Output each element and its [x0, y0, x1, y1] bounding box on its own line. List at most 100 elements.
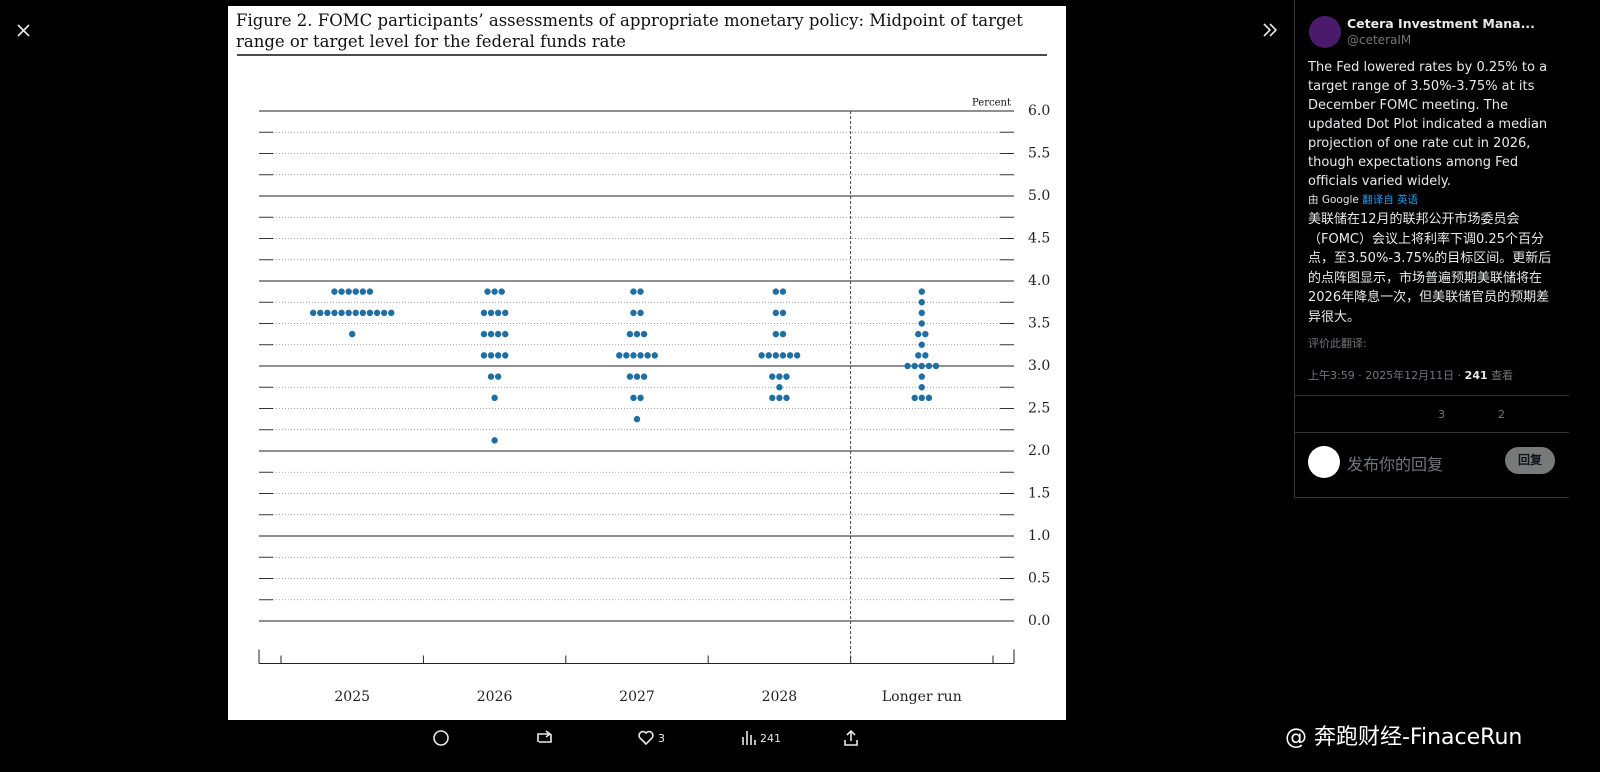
dot [779, 330, 787, 338]
dot [769, 373, 776, 380]
dot [359, 288, 367, 295]
dot [793, 352, 801, 359]
tweet-time: 上午3:59 · 2025年12月11日 · [1308, 369, 1465, 382]
reply-avatar [1308, 446, 1340, 478]
dot [779, 352, 787, 359]
dot [915, 330, 922, 338]
y-tick-label: 0.0 [1028, 613, 1050, 629]
dot [487, 330, 495, 338]
dot [922, 352, 929, 359]
author-name[interactable]: Cetera Investment Mana... [1347, 16, 1535, 31]
dot [338, 309, 345, 317]
x-tick-label: Longer run [882, 689, 962, 705]
translation-text: 美联储在12月的联邦公开市场委员会（FOMC）会议上将利率下调0.25个百分点，… [1308, 212, 1552, 325]
share-icon[interactable] [844, 729, 858, 746]
dot [309, 309, 317, 317]
x-tick-label: 2025 [334, 689, 370, 705]
x-tick-label: 2026 [477, 689, 513, 705]
dot [630, 394, 637, 402]
dot [918, 288, 925, 295]
dot [352, 309, 359, 317]
chart-title: Figure 2. FOMC participants’ assessments… [236, 11, 1023, 51]
tweet-views: 241 [1464, 369, 1488, 382]
dot [640, 330, 648, 338]
dot [779, 309, 787, 317]
reply-button[interactable]: 回复 [1505, 447, 1555, 474]
dot [366, 288, 374, 295]
viewer-controls: 3 241 [17, 23, 1278, 746]
dot [918, 373, 925, 380]
dot [491, 288, 498, 295]
dot [783, 394, 790, 402]
reply-input[interactable]: 发布你的回复 [1347, 455, 1444, 474]
dot [502, 330, 509, 338]
y-tick-label: 6.0 [1028, 103, 1050, 119]
like-count[interactable]: 3 [1438, 408, 1445, 421]
y-tick-label: 5.0 [1028, 188, 1050, 204]
y-tick-label: 0.5 [1028, 571, 1050, 587]
author-handle[interactable]: @ceteraIM [1347, 33, 1412, 47]
dot [338, 288, 345, 295]
y-tick-label: 3.5 [1028, 316, 1050, 332]
dot [637, 352, 644, 359]
action-bar: 3 2 [1295, 395, 1569, 433]
retweet-icon[interactable] [537, 730, 552, 743]
view-count: 241 [760, 732, 781, 745]
dot [765, 352, 772, 359]
dot [633, 330, 641, 338]
dot [388, 309, 395, 317]
dot [779, 288, 787, 295]
dot [345, 309, 352, 317]
dot [918, 384, 925, 391]
dot [480, 352, 488, 359]
dot [925, 394, 933, 402]
y-tick-label: 1.5 [1028, 486, 1050, 502]
dot [651, 352, 658, 359]
google-label: 由 Google [1308, 194, 1359, 206]
dot [918, 320, 925, 327]
views-label: 查看 [1491, 369, 1514, 382]
dot [932, 362, 940, 370]
dot [772, 330, 780, 338]
y-tick-label: 1.0 [1028, 528, 1050, 544]
dot [616, 352, 623, 359]
tweet-meta: 上午3:59 · 2025年12月11日 · 241 查看 [1308, 367, 1513, 383]
dot [776, 394, 783, 402]
dot [352, 288, 359, 295]
x-tick-label: 2027 [619, 689, 655, 705]
like-icon[interactable] [638, 730, 654, 746]
dot [637, 288, 644, 295]
translate-link[interactable]: 翻译自 英语 [1362, 194, 1419, 206]
dot [640, 373, 648, 380]
tweet-panel: Cetera Investment Mana... @ceteraIM The … [1294, 0, 1569, 498]
dot [317, 309, 324, 317]
expand-button[interactable] [1263, 23, 1278, 37]
close-button[interactable] [17, 24, 30, 37]
avatar[interactable] [1309, 16, 1341, 48]
dot [494, 309, 502, 317]
dot [491, 437, 498, 444]
dot [918, 341, 925, 348]
dot [480, 330, 488, 338]
dot [637, 309, 644, 317]
rate-translation: 评价此翻译: [1308, 337, 1367, 350]
translated-by: 由 Google 翻译自 英语 [1308, 192, 1418, 207]
bookmark-count[interactable]: 2 [1498, 408, 1505, 421]
y-tick-label: 2.0 [1028, 443, 1050, 459]
dot [480, 309, 488, 317]
figure-image: Figure 2. FOMC participants’ assessments… [228, 6, 1066, 720]
dot [776, 373, 783, 380]
dot [630, 288, 637, 295]
like-count: 3 [658, 732, 665, 745]
dot [502, 352, 509, 359]
dot [487, 373, 495, 380]
y-tick-label: 2.5 [1028, 401, 1050, 417]
dot [904, 362, 911, 370]
dot [630, 309, 637, 317]
dot [911, 394, 918, 402]
dot [911, 362, 918, 370]
dot [484, 288, 491, 295]
dot [623, 352, 630, 359]
reply-icon[interactable] [433, 730, 449, 746]
dot [918, 299, 925, 306]
